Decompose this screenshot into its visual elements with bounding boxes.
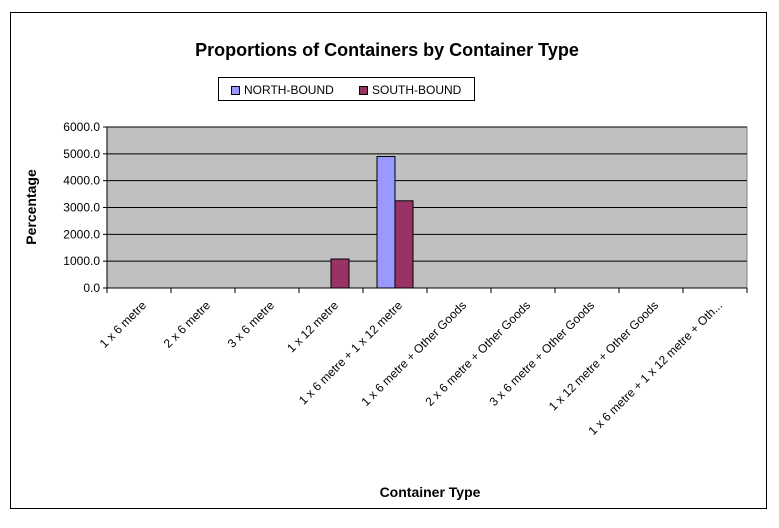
bar-north-bound bbox=[376, 156, 396, 289]
x-tick-label: 1 x 6 metre + 1 x 12 metre + Oth... bbox=[586, 298, 726, 438]
y-tick-label: 1000.0 bbox=[63, 254, 100, 268]
y-tick-label: 3000.0 bbox=[63, 201, 100, 215]
x-tick-label: 1 x 6 metre bbox=[97, 298, 150, 351]
y-tick-label: 2000.0 bbox=[63, 227, 100, 241]
legend-item-north: NORTH-BOUND bbox=[231, 83, 334, 97]
x-tick-label: 1 x 12 metre bbox=[284, 298, 341, 355]
y-tick-label: 0.0 bbox=[83, 281, 100, 295]
x-tick-label: 3 x 6 metre bbox=[225, 298, 278, 351]
x-tick-label: 1 x 6 metre + Other Goods bbox=[359, 298, 470, 409]
legend: NORTH-BOUND SOUTH-BOUND bbox=[218, 77, 475, 101]
legend-label-south: SOUTH-BOUND bbox=[372, 83, 462, 97]
x-tick-label: 1 x 12 metre + Other Goods bbox=[546, 298, 661, 413]
x-tick-label: 1 x 6 metre + 1 x 12 metre bbox=[296, 298, 405, 407]
y-tick-label: 5000.0 bbox=[63, 147, 100, 161]
legend-label-north: NORTH-BOUND bbox=[244, 83, 334, 97]
x-tick-label: 2 x 6 metre bbox=[161, 298, 214, 351]
legend-item-south: SOUTH-BOUND bbox=[359, 83, 461, 97]
y-axis-label: Percentage bbox=[23, 169, 39, 245]
y-tick-label: 4000.0 bbox=[63, 174, 100, 188]
bar-south-bound bbox=[330, 258, 350, 289]
legend-swatch-north bbox=[231, 85, 240, 95]
y-tick-label: 6000.0 bbox=[63, 120, 100, 134]
chart-title: Proportions of Containers by Container T… bbox=[195, 40, 579, 60]
x-tick-label: 2 x 6 metre + Other Goods bbox=[423, 298, 534, 409]
x-tick-label: 3 x 6 metre + Other Goods bbox=[487, 298, 598, 409]
bar-south-bound bbox=[394, 200, 414, 289]
x-axis-label: Container Type bbox=[380, 484, 481, 500]
legend-swatch-south bbox=[359, 85, 368, 95]
